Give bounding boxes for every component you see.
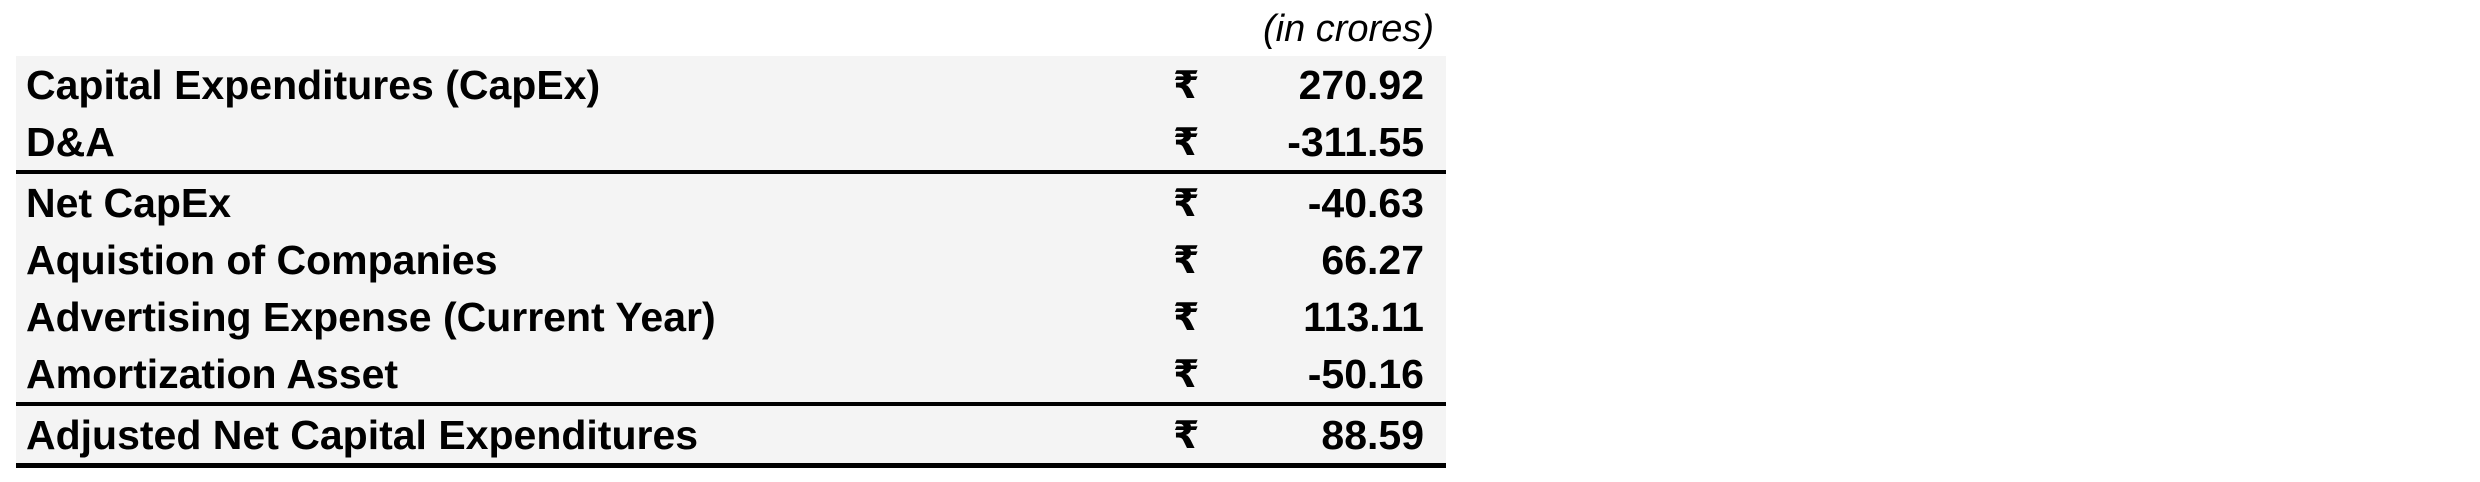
table-row: Aquistion of Companies ₹ 66.27 [16, 231, 1446, 288]
unit-note-row: (in crores) [16, 0, 1446, 56]
row-value: 66.27 [1321, 237, 1424, 283]
capex-sheet: (in crores) Capital Expenditures (CapEx)… [16, 0, 1446, 468]
table-row: Amortization Asset ₹ -50.16 [16, 345, 1446, 402]
row-label: Capital Expenditures (CapEx) [26, 62, 601, 108]
row-label: Net CapEx [26, 180, 232, 226]
rupee-icon: ₹ [1173, 63, 1200, 107]
rupee-icon: ₹ [1173, 238, 1200, 282]
table-row: Net CapEx ₹ -40.63 [16, 174, 1446, 231]
row-label: Advertising Expense (Current Year) [26, 294, 716, 340]
row-value: -311.55 [1287, 119, 1424, 165]
row-value: -40.63 [1307, 180, 1424, 226]
rupee-icon: ₹ [1173, 181, 1200, 225]
capex-table: Capital Expenditures (CapEx) ₹ 270.92 D&… [16, 56, 1446, 468]
rupee-icon: ₹ [1173, 120, 1200, 164]
row-value: 88.59 [1321, 412, 1424, 458]
row-label: Adjusted Net Capital Expenditures [26, 412, 699, 458]
unit-note: (in crores) [1262, 8, 1434, 50]
row-label: Aquistion of Companies [26, 237, 498, 283]
rupee-icon: ₹ [1173, 295, 1200, 339]
table-row: D&A ₹ -311.55 [16, 113, 1446, 170]
rupee-icon: ₹ [1173, 413, 1200, 457]
bottom-border [16, 463, 1446, 468]
rupee-icon: ₹ [1173, 352, 1200, 396]
total-divider [16, 402, 1446, 406]
table-row: Capital Expenditures (CapEx) ₹ 270.92 [16, 56, 1446, 113]
row-value: 113.11 [1303, 294, 1424, 340]
row-label: Amortization Asset [26, 351, 399, 397]
total-row: Adjusted Net Capital Expenditures ₹ 88.5… [16, 406, 1446, 463]
row-label: D&A [26, 119, 115, 165]
table-row: Advertising Expense (Current Year) ₹ 113… [16, 288, 1446, 345]
row-value: 270.92 [1298, 62, 1424, 108]
subtotal-divider [16, 170, 1446, 174]
row-value: -50.16 [1307, 351, 1424, 397]
